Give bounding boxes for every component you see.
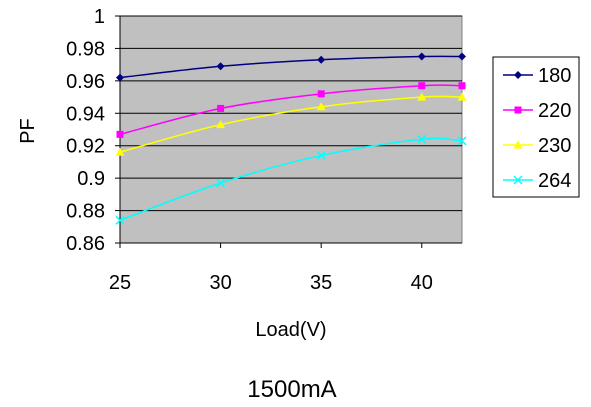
data-point-264 <box>457 136 467 146</box>
data-point-180 <box>116 73 124 82</box>
x-tick-label: 25 <box>109 272 131 294</box>
legend-marker <box>514 106 522 114</box>
y-tick-label: 0.98 <box>66 38 105 60</box>
plot-area <box>119 15 463 244</box>
x-tick-label: 40 <box>411 272 433 294</box>
data-point-264 <box>417 134 427 144</box>
y-tick-label: 0.96 <box>66 71 105 93</box>
data-point-264 <box>115 215 125 225</box>
series-line-264 <box>119 137 463 222</box>
legend-label: 180 <box>538 65 571 87</box>
data-point-220 <box>418 82 426 90</box>
data-point-180 <box>458 52 466 61</box>
x-axis-title: Load(V) <box>255 319 326 341</box>
data-point-220 <box>317 90 325 98</box>
data-point-230 <box>115 147 125 156</box>
y-tick-label: 0.86 <box>66 233 105 255</box>
legend-entry-220: 220 <box>503 100 571 122</box>
data-point-220 <box>217 104 225 112</box>
data-point-264 <box>216 178 226 188</box>
legend-entry-230: 230 <box>503 135 571 157</box>
data-point-220 <box>458 82 466 90</box>
y-tick-label: 0.88 <box>66 201 105 223</box>
legend-label: 230 <box>538 135 571 157</box>
legend-marker <box>513 175 523 185</box>
data-point-180 <box>317 55 326 64</box>
series-180 <box>116 52 466 82</box>
x-tick-label: 30 <box>209 272 231 294</box>
x-tick-label: 35 <box>310 272 332 294</box>
data-point-180 <box>216 62 225 71</box>
legend-marker <box>513 140 523 149</box>
legend: 180 220 230 264 <box>492 56 580 198</box>
series-line-180 <box>119 55 463 79</box>
legend-entry-180: 180 <box>503 65 571 87</box>
data-point-230 <box>417 92 427 101</box>
data-point-230 <box>457 92 467 101</box>
legend-label: 264 <box>538 170 571 192</box>
legend-marker <box>514 71 522 79</box>
y-tick-label: 0.92 <box>66 136 105 158</box>
series-230 <box>115 92 467 156</box>
y-axis-title: PF <box>17 118 39 144</box>
y-tick-label: 0.9 <box>77 168 105 190</box>
series-264 <box>115 134 467 225</box>
chart-caption: 1500mA <box>247 376 336 403</box>
series-line-230 <box>119 95 463 153</box>
y-tick-label: 1 <box>94 6 105 28</box>
data-point-230 <box>216 120 226 129</box>
legend-box <box>492 56 580 198</box>
data-point-264 <box>316 150 326 160</box>
y-tick-label: 0.94 <box>66 103 105 125</box>
series-line-220 <box>119 84 463 136</box>
data-point-180 <box>417 52 426 61</box>
data-point-230 <box>316 102 326 111</box>
plot-background <box>119 15 463 244</box>
series-220 <box>116 82 466 138</box>
legend-entry-264: 264 <box>503 170 571 192</box>
series-group <box>115 52 467 225</box>
legend-label: 220 <box>538 100 571 122</box>
data-point-220 <box>116 130 124 138</box>
